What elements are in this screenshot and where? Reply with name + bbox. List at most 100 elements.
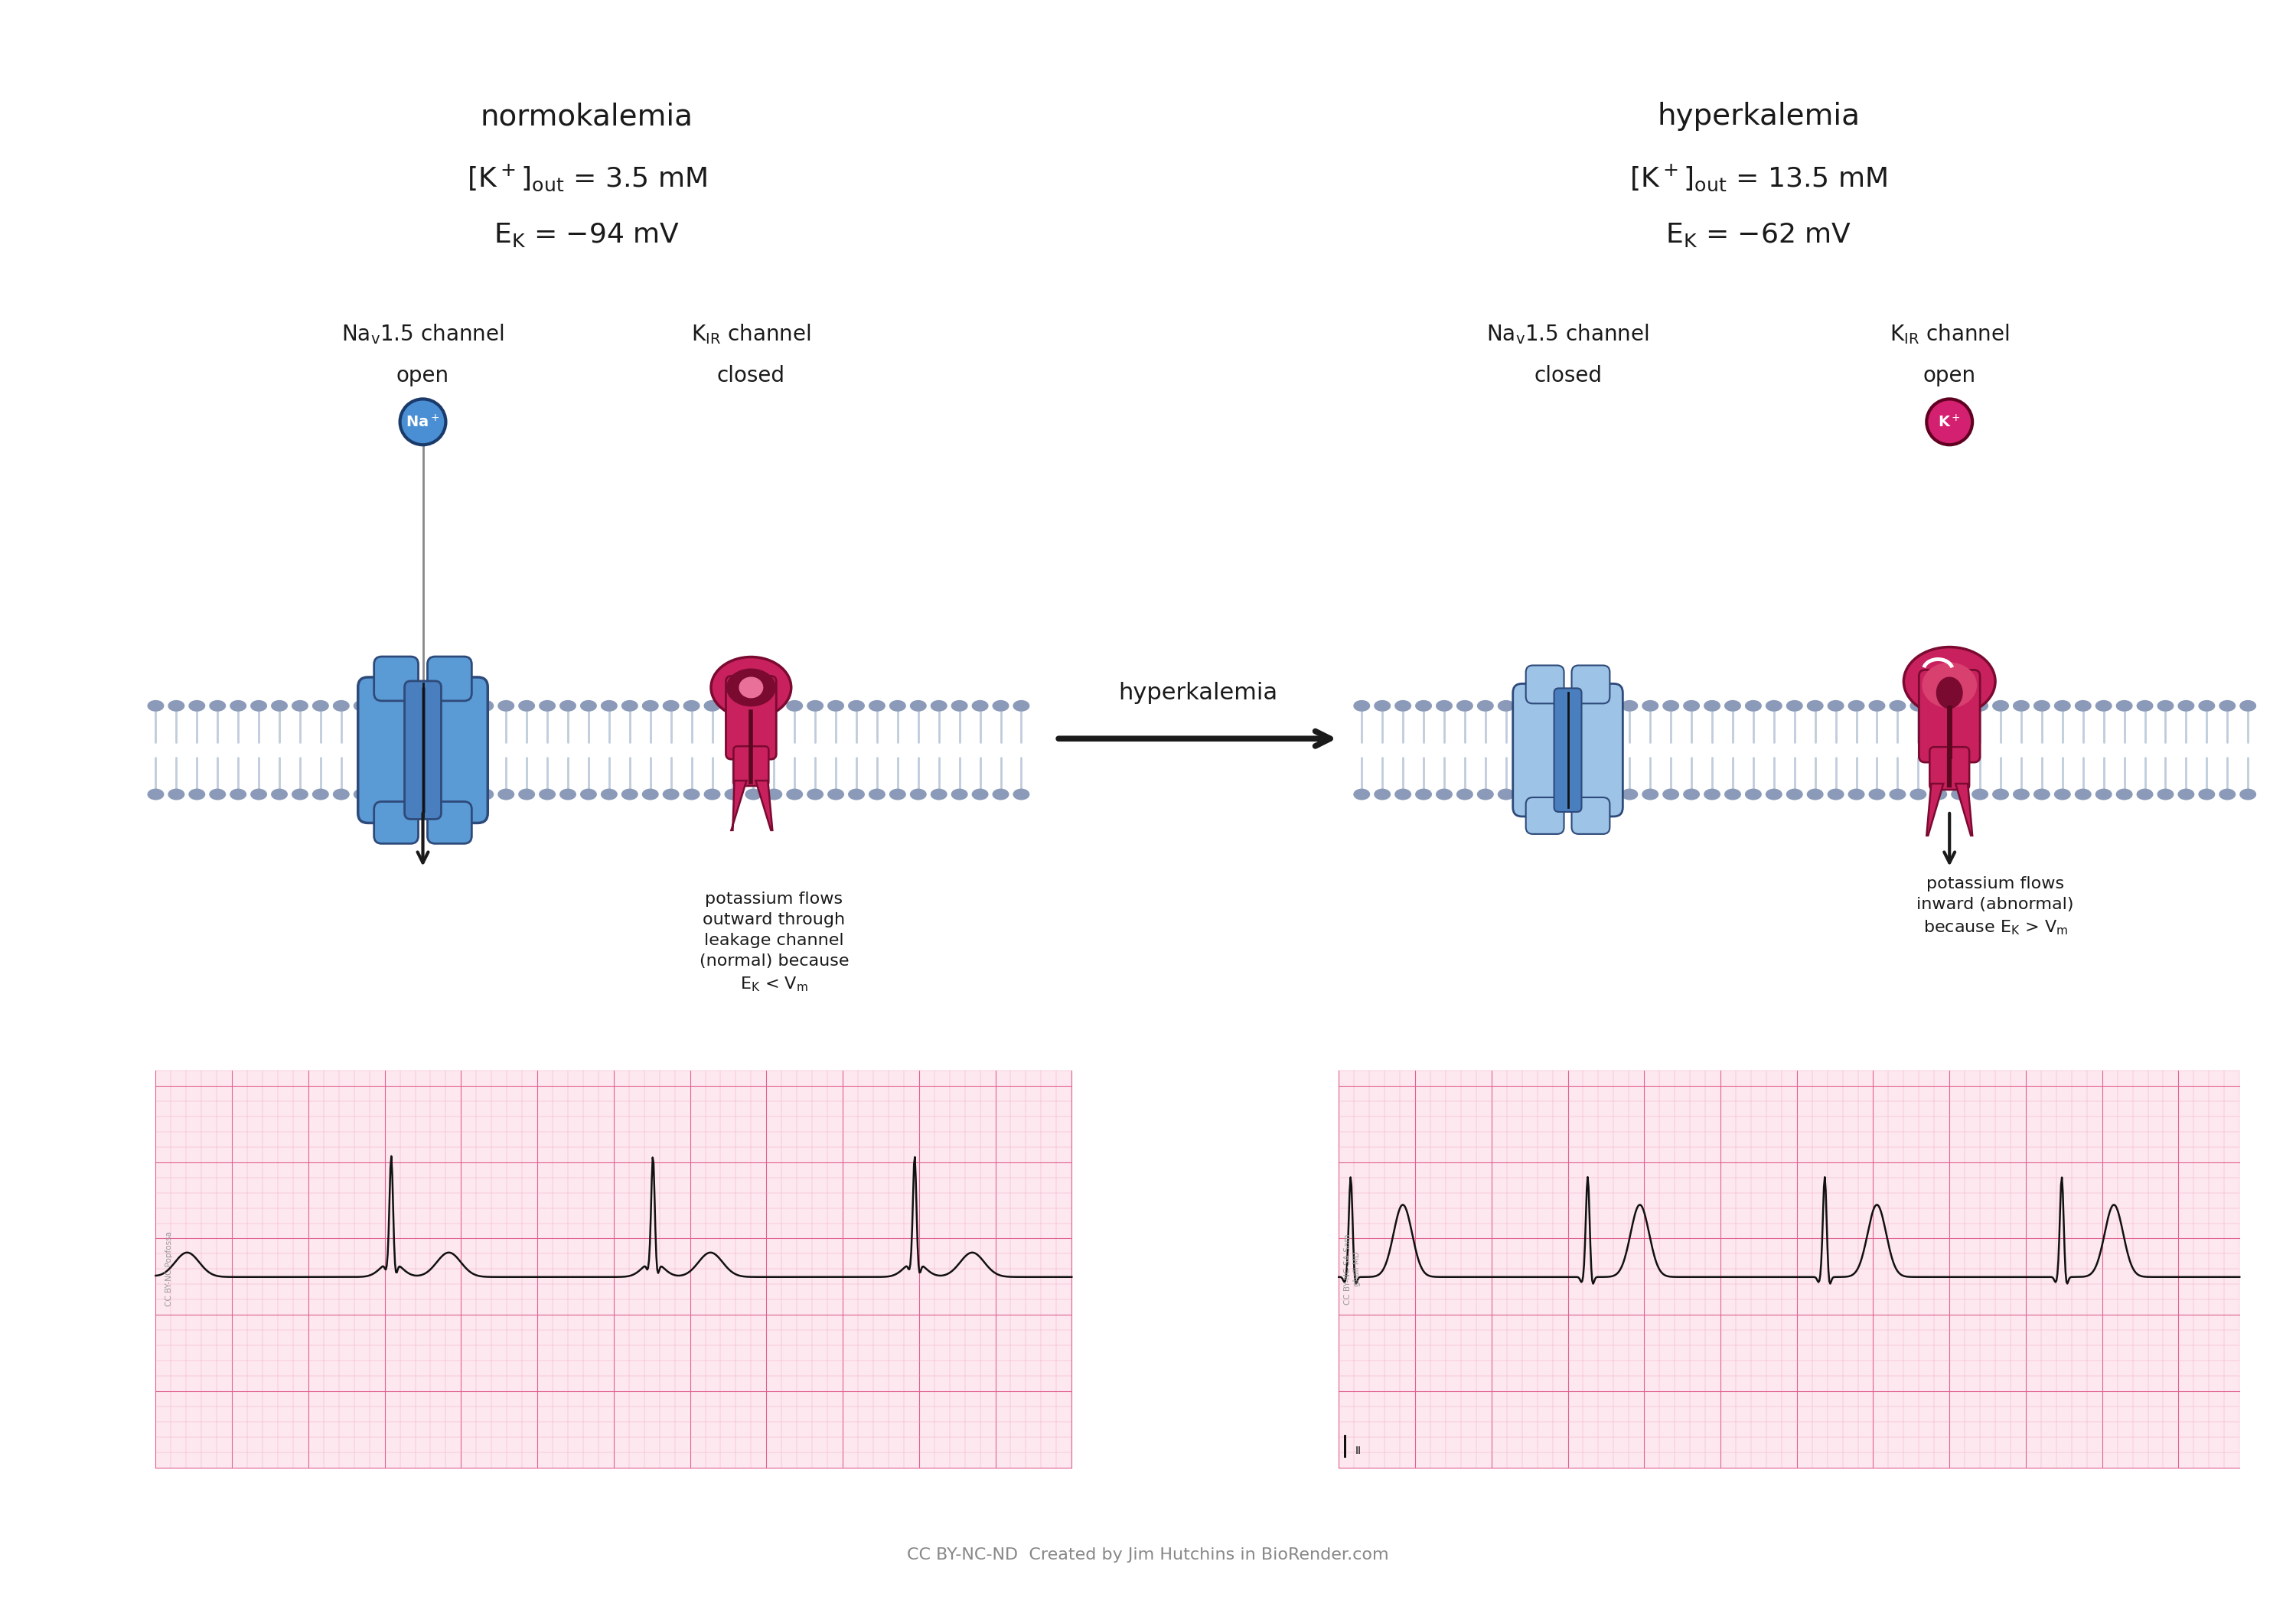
Ellipse shape: [1869, 701, 1885, 712]
Ellipse shape: [395, 789, 411, 800]
Polygon shape: [1956, 784, 1972, 836]
Ellipse shape: [1559, 701, 1577, 712]
Bar: [1339, 1070, 2239, 1467]
Text: potassium flows
outward through
leakage channel
(normal) because
E$_\mathregular: potassium flows outward through leakage …: [700, 892, 850, 993]
FancyBboxPatch shape: [1580, 683, 1623, 816]
Ellipse shape: [643, 701, 659, 712]
Ellipse shape: [2076, 701, 2092, 712]
Ellipse shape: [951, 789, 969, 800]
Ellipse shape: [436, 789, 452, 800]
Polygon shape: [730, 781, 746, 831]
Ellipse shape: [1013, 789, 1029, 800]
FancyBboxPatch shape: [358, 677, 406, 823]
Ellipse shape: [2055, 789, 2071, 800]
Ellipse shape: [847, 789, 866, 800]
Text: $[\mathregular{K}^+]_{\mathregular{out}}$ = 3.5 mM: $[\mathregular{K}^+]_{\mathregular{out}}…: [466, 162, 707, 193]
Ellipse shape: [1683, 789, 1699, 800]
Ellipse shape: [2197, 701, 2216, 712]
Ellipse shape: [1683, 701, 1699, 712]
Ellipse shape: [2177, 701, 2195, 712]
Ellipse shape: [1414, 789, 1433, 800]
Ellipse shape: [827, 701, 845, 712]
Ellipse shape: [1848, 789, 1864, 800]
Ellipse shape: [602, 789, 618, 800]
Ellipse shape: [230, 701, 246, 712]
Ellipse shape: [2096, 701, 2112, 712]
Circle shape: [400, 399, 445, 445]
Ellipse shape: [723, 701, 742, 712]
Ellipse shape: [1704, 789, 1720, 800]
Ellipse shape: [1476, 789, 1495, 800]
Ellipse shape: [1704, 701, 1720, 712]
Ellipse shape: [1786, 789, 1802, 800]
Ellipse shape: [230, 789, 246, 800]
Ellipse shape: [2239, 789, 2257, 800]
Bar: [156, 1070, 1072, 1467]
Ellipse shape: [188, 789, 204, 800]
Ellipse shape: [1373, 701, 1391, 712]
Ellipse shape: [374, 789, 390, 800]
Ellipse shape: [2055, 701, 2071, 712]
Text: $[\mathregular{K}^+]_{\mathregular{out}}$ = 13.5 mM: $[\mathregular{K}^+]_{\mathregular{out}}…: [1630, 162, 1887, 193]
Ellipse shape: [1373, 789, 1391, 800]
Ellipse shape: [374, 701, 390, 712]
Ellipse shape: [868, 701, 886, 712]
Ellipse shape: [1745, 789, 1761, 800]
Ellipse shape: [1922, 662, 1977, 709]
Ellipse shape: [992, 701, 1008, 712]
Ellipse shape: [147, 789, 163, 800]
Ellipse shape: [1414, 701, 1433, 712]
Ellipse shape: [739, 677, 762, 697]
Ellipse shape: [1972, 789, 1988, 800]
Ellipse shape: [581, 701, 597, 712]
Text: open: open: [397, 365, 450, 387]
Ellipse shape: [744, 789, 762, 800]
FancyBboxPatch shape: [374, 802, 418, 844]
Ellipse shape: [457, 789, 473, 800]
Ellipse shape: [806, 789, 824, 800]
Ellipse shape: [847, 701, 866, 712]
Ellipse shape: [705, 701, 721, 712]
Text: Na$_\mathregular{v}$1.5 channel: Na$_\mathregular{v}$1.5 channel: [342, 323, 505, 346]
Ellipse shape: [478, 789, 494, 800]
Ellipse shape: [2158, 789, 2174, 800]
Ellipse shape: [1394, 789, 1412, 800]
FancyBboxPatch shape: [1573, 665, 1609, 704]
Text: CC BY-NC-SA Sam
ghali MD: CC BY-NC-SA Sam ghali MD: [1343, 1234, 1362, 1305]
Ellipse shape: [1456, 789, 1474, 800]
Ellipse shape: [1993, 789, 2009, 800]
Ellipse shape: [1642, 701, 1658, 712]
Ellipse shape: [2197, 789, 2216, 800]
FancyBboxPatch shape: [427, 802, 471, 844]
Ellipse shape: [1538, 789, 1557, 800]
Ellipse shape: [1724, 701, 1740, 712]
FancyBboxPatch shape: [1527, 665, 1564, 704]
Ellipse shape: [250, 789, 266, 800]
Ellipse shape: [785, 789, 804, 800]
Ellipse shape: [1559, 789, 1577, 800]
Ellipse shape: [2034, 701, 2050, 712]
Text: $\mathregular{E}_{\mathregular{K}}$ = $-$94 mV: $\mathregular{E}_{\mathregular{K}}$ = $-…: [494, 222, 680, 249]
Text: CC BY-NC Popfossa: CC BY-NC Popfossa: [165, 1231, 172, 1306]
Ellipse shape: [744, 701, 762, 712]
Ellipse shape: [622, 789, 638, 800]
Ellipse shape: [684, 701, 700, 712]
Ellipse shape: [312, 789, 328, 800]
Ellipse shape: [2096, 789, 2112, 800]
Ellipse shape: [1352, 701, 1371, 712]
Ellipse shape: [2177, 789, 2195, 800]
Ellipse shape: [723, 789, 742, 800]
FancyBboxPatch shape: [427, 657, 471, 701]
FancyBboxPatch shape: [726, 677, 776, 759]
Ellipse shape: [436, 701, 452, 712]
Ellipse shape: [1828, 789, 1844, 800]
Ellipse shape: [2117, 701, 2133, 712]
Ellipse shape: [354, 789, 370, 800]
Ellipse shape: [1352, 789, 1371, 800]
Ellipse shape: [292, 701, 308, 712]
Ellipse shape: [1518, 789, 1536, 800]
Ellipse shape: [1972, 701, 1988, 712]
FancyBboxPatch shape: [374, 657, 418, 701]
Ellipse shape: [684, 789, 700, 800]
Ellipse shape: [168, 701, 184, 712]
